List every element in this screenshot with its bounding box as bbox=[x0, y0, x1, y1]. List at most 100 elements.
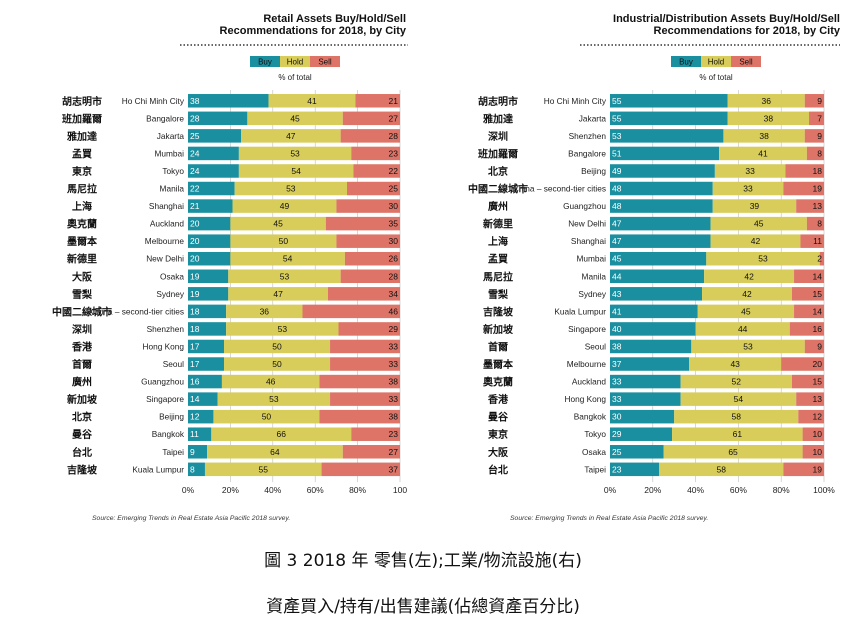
industrial-bar-sell bbox=[809, 111, 824, 126]
industrial-bar-hold bbox=[691, 339, 805, 354]
retail-bar-sell bbox=[342, 445, 400, 459]
industrial-data-label-buy: 33 bbox=[612, 377, 622, 387]
retail-data-label-sell: 29 bbox=[389, 324, 399, 334]
retail-x-tick-label: 60% bbox=[307, 485, 324, 495]
retail-bar-buy bbox=[188, 322, 227, 336]
retail-data-label-buy: 18 bbox=[190, 324, 200, 334]
retail-category-label: Melbourne bbox=[145, 236, 185, 246]
retail-subtitle: % of total bbox=[278, 73, 312, 82]
retail-data-label-sell: 30 bbox=[389, 236, 399, 246]
retail-bar-sell bbox=[351, 146, 400, 161]
retail-data-label-sell: 22 bbox=[389, 166, 399, 176]
industrial-data-label-buy: 38 bbox=[612, 341, 622, 351]
retail-bar-buy bbox=[188, 129, 241, 143]
retail-data-label-hold: 55 bbox=[259, 464, 269, 474]
retail-bar-hold bbox=[204, 462, 322, 477]
retail-bar-sell bbox=[336, 199, 400, 213]
industrial-bar-sell bbox=[796, 199, 824, 213]
retail-chinese-label: 新德里 bbox=[67, 253, 97, 266]
industrial-bar-buy bbox=[610, 304, 698, 319]
retail-chinese-label: 北京 bbox=[72, 411, 92, 424]
industrial-data-label-sell: 15 bbox=[813, 377, 823, 387]
industrial-data-label-sell: 9 bbox=[817, 341, 822, 351]
industrial-data-label-sell: 13 bbox=[813, 394, 823, 404]
retail-category-label: Manila bbox=[160, 184, 185, 194]
industrial-data-label-sell: 13 bbox=[813, 201, 823, 211]
retail-bar-sell bbox=[327, 287, 400, 301]
industrial-bar-sell bbox=[781, 357, 824, 371]
retail-bar-hold bbox=[221, 374, 320, 389]
industrial-source-note: Source: Emerging Trends in Real Estate A… bbox=[510, 515, 708, 522]
industrial-bar-sell bbox=[791, 287, 824, 301]
retail-data-label-sell: 27 bbox=[389, 113, 399, 123]
retail-category-label: Guangzhou bbox=[141, 377, 184, 387]
retail-bar-sell bbox=[302, 304, 400, 319]
industrial-data-label-sell: 10 bbox=[813, 447, 823, 457]
industrial-data-label-sell: 19 bbox=[813, 464, 823, 474]
industrial-bar-sell bbox=[804, 129, 824, 143]
industrial-data-label-sell: 14 bbox=[813, 271, 823, 281]
industrial-data-label-hold: 43 bbox=[730, 359, 740, 369]
retail-data-label-buy: 24 bbox=[190, 148, 200, 158]
retail-data-label-buy: 9 bbox=[190, 447, 195, 457]
industrial-data-label-hold: 38 bbox=[759, 131, 769, 141]
industrial-data-label-sell: 20 bbox=[813, 359, 823, 369]
industrial-chinese-label: 中國二線城市 bbox=[468, 183, 528, 196]
retail-data-label-sell: 23 bbox=[389, 148, 399, 158]
industrial-x-tick-label: 60% bbox=[730, 485, 747, 495]
industrial-bar-hold bbox=[727, 94, 805, 108]
industrial-category-label: Singapore bbox=[568, 324, 606, 334]
industrial-category-label: Hong Kong bbox=[564, 394, 606, 404]
retail-data-label-hold: 49 bbox=[280, 201, 290, 211]
industrial-bar-hold bbox=[719, 146, 807, 161]
retail-chinese-label: 大阪 bbox=[72, 270, 93, 283]
industrial-data-label-sell: 10 bbox=[813, 429, 823, 439]
retail-data-label-hold: 54 bbox=[291, 166, 301, 176]
retail-data-label-buy: 12 bbox=[190, 412, 200, 422]
industrial-bar-sell bbox=[791, 374, 824, 389]
industrial-bar-sell bbox=[789, 322, 824, 336]
retail-bar-sell bbox=[330, 339, 400, 354]
industrial-data-label-sell: 8 bbox=[817, 148, 822, 158]
retail-chinese-label: 深圳 bbox=[72, 323, 92, 336]
industrial-category-label: Ho Chi Minh City bbox=[544, 96, 607, 106]
industrial-bar-buy bbox=[610, 129, 724, 143]
retail-bar-sell bbox=[325, 216, 400, 231]
industrial-x-tick-label: 100% bbox=[813, 485, 835, 495]
industrial-data-label-buy: 44 bbox=[612, 271, 622, 281]
industrial-data-label-buy: 47 bbox=[612, 236, 622, 246]
industrial-chinese-label: 墨爾本 bbox=[483, 358, 514, 371]
industrial-bar-sell bbox=[794, 304, 824, 319]
industrial-category-label: Auckland bbox=[572, 377, 607, 387]
retail-legend-swatch-sell bbox=[310, 56, 340, 67]
retail-data-label-sell: 46 bbox=[389, 306, 399, 316]
industrial-data-label-buy: 49 bbox=[612, 166, 622, 176]
retail-bar-buy bbox=[188, 94, 269, 108]
industrial-category-label: Jakarta bbox=[579, 113, 607, 123]
retail-data-label-buy: 22 bbox=[190, 184, 200, 194]
retail-data-label-sell: 28 bbox=[389, 131, 399, 141]
retail-chinese-label: 香港 bbox=[72, 340, 93, 353]
industrial-data-label-hold: 42 bbox=[751, 236, 761, 246]
industrial-bar-buy bbox=[610, 374, 681, 389]
retail-chinese-label: 東京 bbox=[72, 165, 92, 178]
retail-bar-hold bbox=[238, 164, 354, 178]
retail-data-label-sell: 30 bbox=[389, 201, 399, 211]
industrial-bar-hold bbox=[710, 234, 801, 248]
retail-legend-swatch-buy bbox=[250, 56, 280, 67]
industrial-category-label: Melbourne bbox=[567, 359, 607, 369]
retail-data-label-hold: 47 bbox=[286, 131, 296, 141]
industrial-bar-buy bbox=[610, 269, 705, 284]
retail-bar-buy bbox=[188, 445, 208, 459]
industrial-chart-panel: Industrial/Distribution Assets Buy/Hold/… bbox=[468, 13, 841, 522]
retail-bar-buy bbox=[188, 374, 222, 389]
retail-bar-sell bbox=[319, 374, 400, 389]
industrial-bar-hold bbox=[714, 164, 786, 178]
industrial-chinese-label: 東京 bbox=[488, 428, 508, 441]
retail-legend-label-hold: Hold bbox=[287, 58, 303, 67]
retail-data-label-hold: 45 bbox=[290, 113, 300, 123]
retail-data-label-sell: 38 bbox=[389, 377, 399, 387]
retail-bar-sell bbox=[330, 392, 400, 406]
retail-data-label-hold: 64 bbox=[270, 447, 280, 457]
retail-data-label-sell: 23 bbox=[389, 429, 399, 439]
